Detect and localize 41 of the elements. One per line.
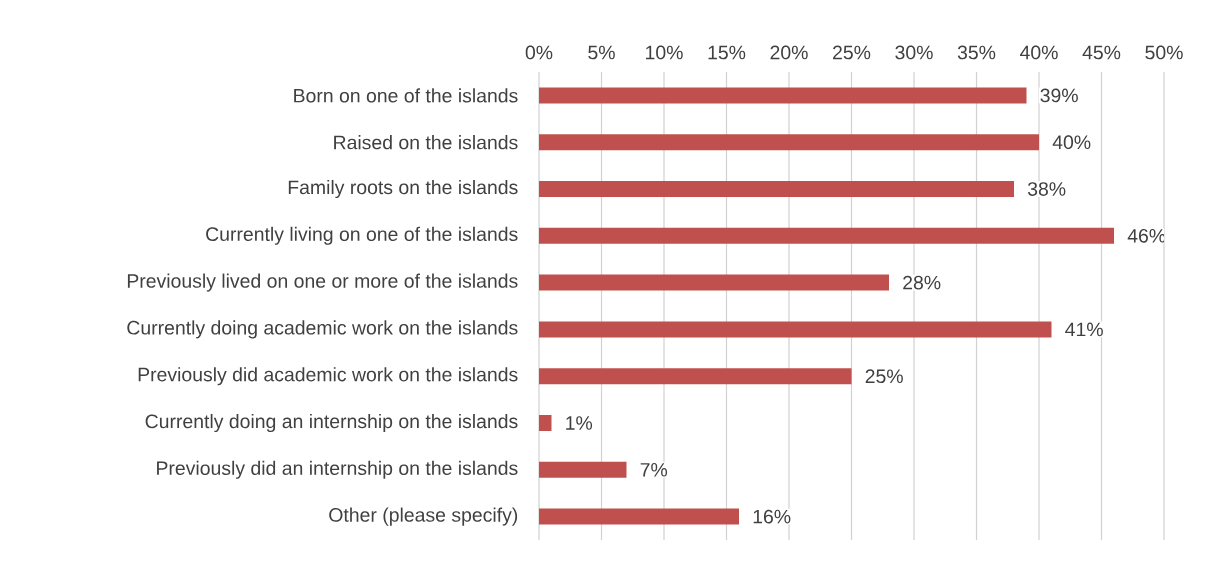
data-label: 7%: [640, 463, 668, 477]
data-label: 16%: [753, 509, 791, 524]
data-label: 28%: [903, 275, 941, 290]
bar: [539, 415, 552, 432]
bar: [539, 181, 1015, 198]
bar: [539, 134, 1040, 151]
bar: [539, 274, 889, 291]
y-tick-label: Born on one of the islands: [294, 88, 518, 103]
bar: [539, 227, 1115, 244]
x-tick-label: 50%: [1145, 45, 1183, 60]
x-tick-label: 15%: [708, 45, 746, 60]
x-tick-label: 5%: [588, 45, 615, 60]
data-label: 40%: [1052, 135, 1091, 150]
y-tick-label: Other (please specify): [329, 507, 518, 526]
y-tick-label: Currently living on one of the islands: [206, 226, 518, 245]
bar: [539, 368, 852, 385]
x-tick-label: 0%: [525, 45, 553, 60]
y-tick-label: Previously did academic work on the islands: [138, 367, 518, 386]
y-tick-label: Family roots on the islands: [288, 179, 518, 199]
y-tick-label: Currently doing academic work on the islands: [127, 320, 518, 339]
x-tick-label: 35%: [957, 45, 996, 60]
bar: [539, 461, 627, 478]
data-label: 46%: [1127, 228, 1166, 243]
bar: [539, 508, 739, 525]
x-tick-label: 10%: [646, 45, 683, 60]
data-label: 25%: [865, 369, 903, 384]
bar: [539, 87, 1027, 104]
data-label: 41%: [1065, 322, 1103, 337]
y-tick-label: Currently doing an internship on the islands: [145, 413, 518, 433]
y-tick-label: Previously did an internship on the islands: [157, 460, 518, 479]
data-label: 38%: [1027, 182, 1066, 196]
x-tick-label: 30%: [895, 45, 933, 60]
y-tick-label: Raised on the islands: [334, 135, 518, 150]
x-tick-label: 25%: [833, 45, 871, 60]
x-tick-label: 20%: [770, 45, 808, 60]
data-label: 1%: [566, 416, 593, 430]
x-tick-label: 40%: [1020, 45, 1058, 60]
bar: [539, 321, 1052, 338]
y-tick-label: Previously lived on one or more of the islands: [127, 273, 518, 292]
data-label: 39%: [1040, 88, 1078, 103]
x-tick-label: 45%: [1082, 45, 1121, 60]
